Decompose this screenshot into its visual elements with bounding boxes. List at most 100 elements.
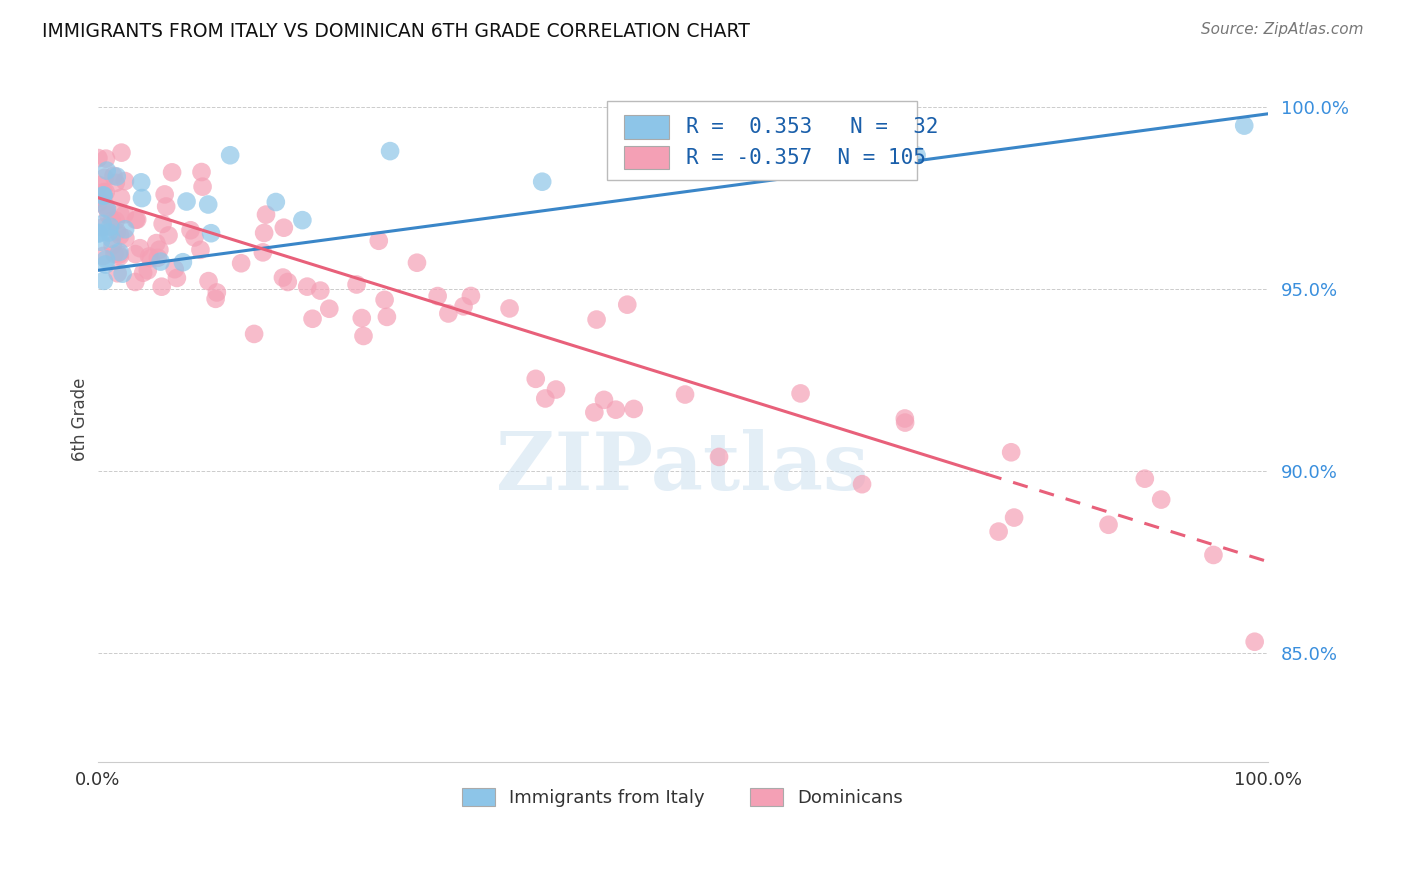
Point — [291, 213, 314, 227]
Point — [129, 241, 152, 255]
Point — [108, 247, 131, 261]
Point — [180, 223, 202, 237]
Point — [87, 192, 110, 206]
Point — [104, 176, 127, 190]
Point — [96, 163, 118, 178]
Bar — [624, 115, 669, 139]
Bar — [606, 102, 917, 180]
Point — [172, 255, 194, 269]
Point — [114, 231, 136, 245]
Point — [367, 234, 389, 248]
Legend: Immigrants from Italy, Dominicans: Immigrants from Italy, Dominicans — [456, 780, 910, 814]
Point — [309, 284, 332, 298]
Point — [1133, 472, 1156, 486]
Point — [176, 194, 198, 209]
Point — [103, 247, 125, 261]
Point — [851, 477, 873, 491]
Point — [132, 266, 155, 280]
Point — [149, 254, 172, 268]
Point — [93, 274, 115, 288]
Point — [987, 524, 1010, 539]
Point — [125, 212, 148, 227]
Point — [219, 148, 242, 162]
Point — [103, 169, 125, 183]
Point — [101, 213, 124, 227]
Point — [593, 392, 616, 407]
Point — [110, 207, 132, 221]
Point — [94, 152, 117, 166]
Point — [166, 271, 188, 285]
Point — [346, 277, 368, 292]
Point — [111, 267, 134, 281]
Point — [271, 270, 294, 285]
Point — [94, 258, 117, 272]
Point — [894, 416, 917, 430]
Point — [1202, 548, 1225, 562]
Point — [190, 243, 212, 257]
Text: ZIPatlas: ZIPatlas — [496, 428, 869, 507]
Point — [277, 275, 299, 289]
Point — [378, 144, 401, 158]
Point — [544, 383, 567, 397]
Point — [789, 386, 811, 401]
Point — [197, 274, 219, 288]
Point — [1097, 517, 1119, 532]
Point — [138, 250, 160, 264]
Point — [264, 194, 287, 209]
Point — [108, 245, 131, 260]
Point — [1233, 119, 1256, 133]
Point — [318, 301, 340, 316]
Point — [90, 235, 112, 249]
Point — [605, 402, 627, 417]
Point — [905, 148, 928, 162]
Point — [110, 191, 132, 205]
Point — [94, 252, 117, 267]
Point — [146, 251, 169, 265]
Point — [524, 372, 547, 386]
Point — [163, 262, 186, 277]
Point — [437, 306, 460, 320]
Point — [94, 198, 117, 212]
Point — [129, 175, 152, 189]
Point — [114, 222, 136, 236]
Point — [94, 185, 117, 199]
Point — [197, 197, 219, 211]
Point — [374, 293, 396, 307]
Text: R = -0.357  N = 105: R = -0.357 N = 105 — [686, 147, 927, 168]
Point — [96, 202, 118, 216]
Point — [157, 228, 180, 243]
Point — [191, 179, 214, 194]
Point — [534, 392, 557, 406]
Point — [139, 252, 162, 266]
Point — [97, 208, 120, 222]
Point — [93, 188, 115, 202]
Text: Source: ZipAtlas.com: Source: ZipAtlas.com — [1201, 22, 1364, 37]
Point — [101, 238, 124, 252]
Point — [145, 236, 167, 251]
Point — [1243, 634, 1265, 648]
Point — [453, 299, 475, 313]
Point — [616, 298, 638, 312]
Point — [152, 217, 174, 231]
Point — [108, 228, 131, 243]
Point — [91, 217, 114, 231]
Point — [114, 174, 136, 188]
Point — [190, 165, 212, 179]
Point — [353, 329, 375, 343]
Point — [460, 289, 482, 303]
Point — [96, 201, 118, 215]
Point — [124, 247, 146, 261]
Point — [1150, 492, 1173, 507]
Point — [91, 249, 114, 263]
Point — [105, 225, 128, 239]
Point — [131, 191, 153, 205]
Point — [350, 311, 373, 326]
Point — [252, 245, 274, 260]
Point — [229, 256, 252, 270]
Point — [98, 226, 121, 240]
Bar — [624, 145, 669, 169]
Point — [87, 226, 110, 240]
Point — [136, 263, 159, 277]
Point — [107, 266, 129, 280]
Point — [301, 311, 323, 326]
